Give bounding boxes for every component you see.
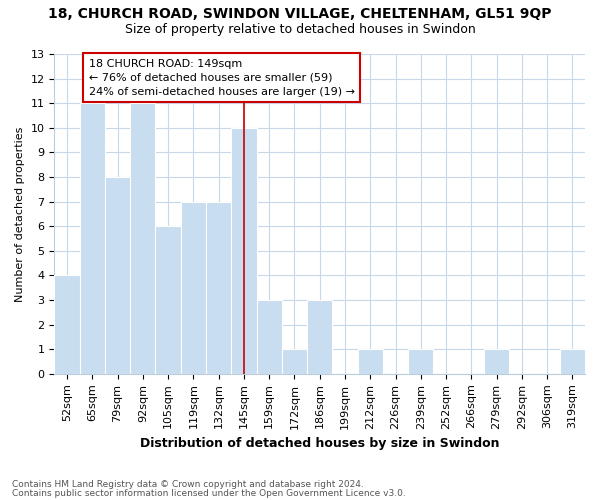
Bar [55, 276, 80, 374]
Bar [408, 349, 433, 374]
Bar [231, 128, 257, 374]
Bar [282, 349, 307, 374]
Bar [560, 349, 585, 374]
Text: Contains public sector information licensed under the Open Government Licence v3: Contains public sector information licen… [12, 488, 406, 498]
Bar [206, 202, 231, 374]
Bar [307, 300, 332, 374]
Bar [80, 103, 105, 374]
Text: 18 CHURCH ROAD: 149sqm
← 76% of detached houses are smaller (59)
24% of semi-det: 18 CHURCH ROAD: 149sqm ← 76% of detached… [89, 59, 355, 97]
Bar [155, 226, 181, 374]
Bar [358, 349, 383, 374]
Text: Size of property relative to detached houses in Swindon: Size of property relative to detached ho… [125, 22, 475, 36]
Text: 18, CHURCH ROAD, SWINDON VILLAGE, CHELTENHAM, GL51 9QP: 18, CHURCH ROAD, SWINDON VILLAGE, CHELTE… [48, 8, 552, 22]
Bar [257, 300, 282, 374]
Text: Contains HM Land Registry data © Crown copyright and database right 2024.: Contains HM Land Registry data © Crown c… [12, 480, 364, 489]
Bar [130, 103, 155, 374]
X-axis label: Distribution of detached houses by size in Swindon: Distribution of detached houses by size … [140, 437, 499, 450]
Bar [484, 349, 509, 374]
Bar [181, 202, 206, 374]
Bar [105, 177, 130, 374]
Y-axis label: Number of detached properties: Number of detached properties [15, 126, 25, 302]
